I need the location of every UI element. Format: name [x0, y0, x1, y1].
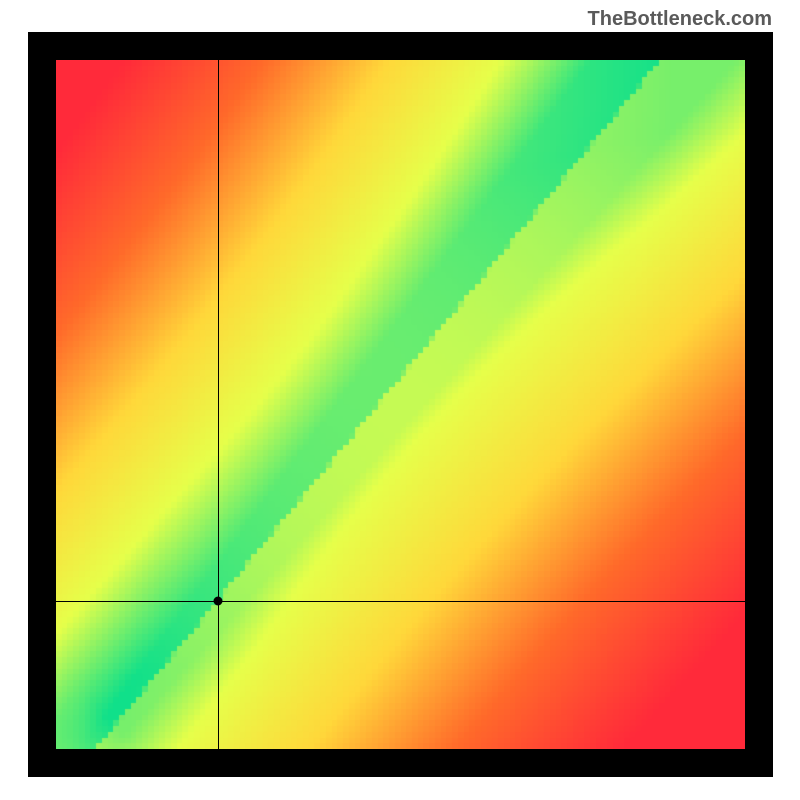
heatmap-canvas — [56, 60, 745, 749]
chart-outer-frame — [28, 32, 773, 777]
chart-plot-area — [56, 60, 745, 749]
crosshair-vertical — [218, 60, 219, 749]
page-container: TheBottleneck.com — [0, 0, 800, 800]
attribution-text: TheBottleneck.com — [588, 8, 772, 31]
crosshair-horizontal — [56, 601, 745, 602]
crosshair-marker-dot — [213, 596, 222, 605]
